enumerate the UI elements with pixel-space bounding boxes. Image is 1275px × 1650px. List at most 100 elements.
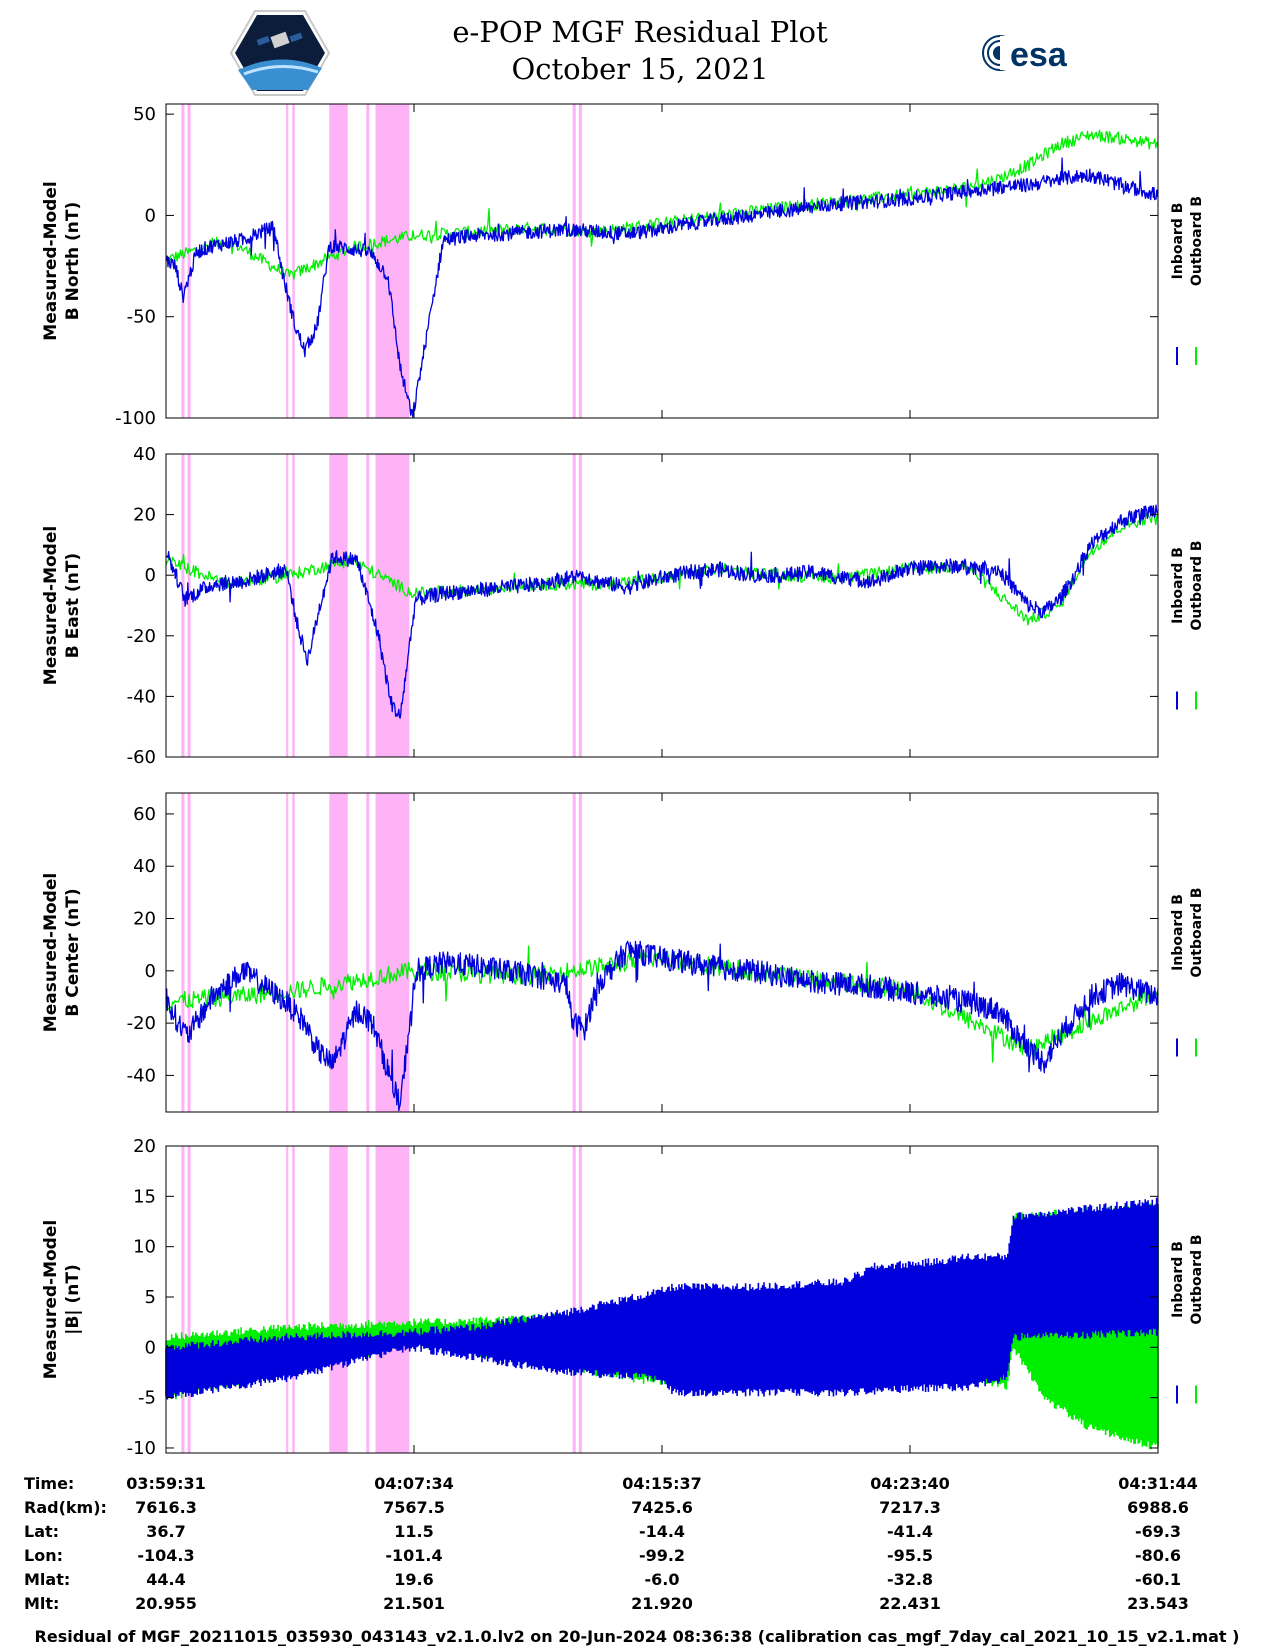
y-tick-label-1-4: -100: [115, 408, 156, 429]
annotation-lat-3: -14.4: [639, 1522, 685, 1541]
panel-frame-2: [165, 453, 1159, 758]
annotation-row-label-2: Rad(km):: [24, 1498, 107, 1517]
annotation-mlt-4: 22.431: [879, 1594, 941, 1613]
y-axis-label-2-line2: B East (nT): [63, 553, 83, 658]
annotation-mlat-5: -60.1: [1135, 1570, 1181, 1589]
annotation-mlat-4: -32.8: [887, 1570, 933, 1589]
annotation-mlat-1: 44.4: [146, 1570, 185, 1589]
annotation-lat-4: -41.4: [887, 1522, 933, 1541]
shaded-interval-3-3: [286, 793, 289, 1112]
annotation-row-label-1: Time:: [24, 1474, 74, 1493]
shaded-interval-3-9: [578, 793, 582, 1112]
series-inboard-3: [165, 940, 1159, 1112]
annotation-mlat-3: -6.0: [645, 1570, 680, 1589]
annotation-lon-2: -101.4: [385, 1546, 442, 1565]
shaded-interval-1-6: [366, 104, 370, 418]
shaded-interval-1-1: [181, 104, 185, 418]
shaded-interval-3-2: [187, 793, 191, 1112]
shaded-interval-4-4: [292, 1146, 295, 1453]
annotation-row-label-6: Mlt:: [24, 1594, 59, 1613]
series-inboard-1: [165, 157, 1159, 418]
plot-title-line2: October 15, 2021: [511, 52, 769, 86]
annotation-lon-5: -80.6: [1135, 1546, 1181, 1565]
y-axis-label-1-line1: Measured-Model: [41, 181, 61, 340]
shaded-interval-4-8: [572, 1146, 576, 1453]
y-tick-label-3-4: 0: [145, 961, 156, 982]
annotation-time-1: 03:59:31: [126, 1474, 206, 1493]
legend-inboard-4: Inboard B: [1170, 1241, 1186, 1318]
shaded-interval-2-1: [181, 454, 185, 757]
annotation-time-3: 04:15:37: [622, 1474, 702, 1493]
panel-frame-1: [165, 103, 1159, 419]
annotation-mlat-2: 19.6: [394, 1570, 433, 1589]
annotation-time-2: 04:07:34: [374, 1474, 454, 1493]
annotation-mlt-2: 21.501: [383, 1594, 445, 1613]
y-tick-label-4-2: 15: [133, 1186, 156, 1207]
shaded-interval-2-5: [329, 454, 348, 757]
plot-title-line1: e-POP MGF Residual Plot: [452, 15, 828, 49]
y-tick-label-4-7: -10: [127, 1438, 156, 1459]
annotation-row-label-5: Mlat:: [24, 1570, 70, 1589]
legend-inboard-2: Inboard B: [1170, 547, 1186, 624]
y-tick-label-2-5: -40: [127, 686, 156, 707]
shaded-interval-3-8: [572, 793, 576, 1112]
legend-outboard-3: Outboard B: [1189, 887, 1205, 977]
annotation-rad-3: 7425.6: [631, 1498, 693, 1517]
annotation-mlt-1: 20.955: [135, 1594, 197, 1613]
y-tick-label-3-1: 60: [133, 804, 156, 825]
annotation-lon-3: -99.2: [639, 1546, 685, 1565]
annotation-lat-2: 11.5: [394, 1522, 433, 1541]
y-tick-label-3-5: -20: [127, 1013, 156, 1034]
y-tick-label-3-2: 40: [133, 856, 156, 877]
annotation-lat-1: 36.7: [146, 1522, 185, 1541]
shaded-interval-1-2: [187, 104, 191, 418]
shaded-interval-1-5: [329, 104, 348, 418]
cassiope-mission-logo: [230, 10, 330, 96]
annotation-row-label-3: Lat:: [24, 1522, 59, 1541]
shaded-interval-3-4: [292, 793, 295, 1112]
y-tick-label-1-2: 0: [145, 205, 156, 226]
shaded-interval-1-3: [286, 104, 289, 418]
panel-frame-3: [165, 792, 1159, 1113]
annotation-mlt-5: 23.543: [1127, 1594, 1189, 1613]
shaded-interval-1-7: [375, 104, 410, 418]
shaded-interval-2-8: [572, 454, 576, 757]
shaded-interval-4-6: [366, 1146, 370, 1453]
y-tick-label-4-5: 0: [145, 1337, 156, 1358]
series-inboard-2: [165, 504, 1159, 719]
y-tick-label-1-3: -50: [127, 307, 156, 328]
y-axis-label-2-line1: Measured-Model: [41, 526, 61, 685]
esa-logo: esa: [982, 35, 1068, 74]
shaded-interval-4-2: [187, 1146, 191, 1453]
y-tick-label-3-3: 20: [133, 909, 156, 930]
shaded-interval-3-5: [329, 793, 348, 1112]
annotation-rad-4: 7217.3: [879, 1498, 941, 1517]
shaded-interval-2-9: [578, 454, 582, 757]
legend-outboard-2: Outboard B: [1189, 540, 1205, 630]
annotation-lon-1: -104.3: [137, 1546, 194, 1565]
y-tick-label-2-1: 40: [133, 444, 156, 465]
shaded-interval-1-9: [578, 104, 582, 418]
shaded-interval-2-2: [187, 454, 191, 757]
y-axis-label-1-line2: B North (nT): [63, 202, 83, 321]
shaded-interval-4-7: [375, 1146, 410, 1453]
legend-outboard-1: Outboard B: [1189, 196, 1205, 286]
shaded-interval-2-3: [286, 454, 289, 757]
annotation-rad-1: 7616.3: [135, 1498, 197, 1517]
y-tick-label-1-1: 50: [133, 104, 156, 125]
series-outboard-1: [165, 129, 1159, 280]
annotation-lat-5: -69.3: [1135, 1522, 1181, 1541]
y-tick-label-4-6: -5: [138, 1388, 156, 1409]
shaded-interval-3-6: [366, 793, 370, 1112]
annotation-mlt-3: 21.920: [631, 1594, 693, 1613]
shaded-interval-4-5: [329, 1146, 348, 1453]
annotation-lon-4: -95.5: [887, 1546, 933, 1565]
plot-title: e-POP MGF Residual Plot October 15, 2021: [400, 14, 880, 88]
annotation-rad-2: 7567.5: [383, 1498, 445, 1517]
shaded-interval-1-4: [292, 104, 295, 418]
series-outboard-3: [165, 945, 1159, 1063]
shaded-interval-4-1: [181, 1146, 185, 1453]
y-tick-label-2-2: 20: [133, 505, 156, 526]
y-tick-label-3-6: -40: [127, 1065, 156, 1086]
shaded-interval-2-6: [366, 454, 370, 757]
